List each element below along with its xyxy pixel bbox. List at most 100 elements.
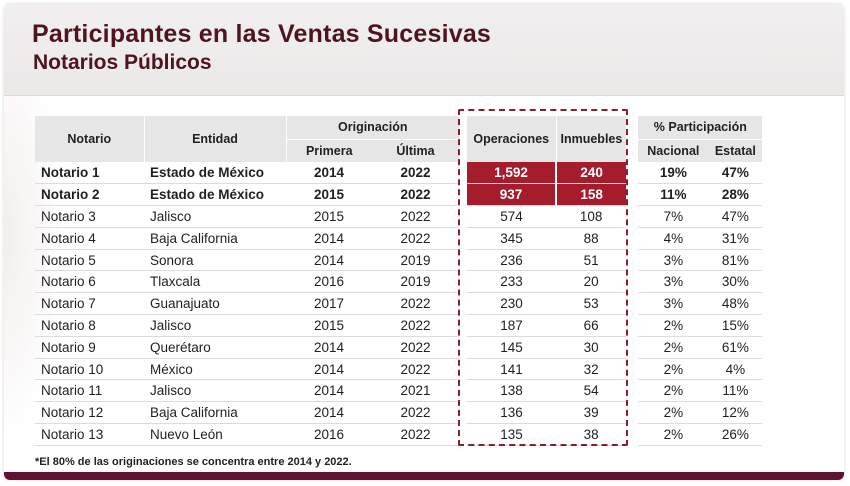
table-row: Notario 11 Jalisco 2014 2021 138 54 2% 11% (35, 379, 763, 403)
cell-notario: Notario 4 (35, 227, 144, 250)
cell-primera: 2015 (286, 314, 372, 337)
cell-nacional: 19% (638, 162, 709, 185)
cell-entidad: Baja California (144, 227, 286, 250)
cell-primera: 2016 (286, 423, 372, 446)
cell-operaciones: 574 (467, 205, 556, 228)
header-band: Participantes en las Ventas Sucesivas No… (4, 4, 844, 96)
cell-entidad: Querétaro (144, 336, 286, 359)
cell-inmuebles: 30 (556, 336, 627, 359)
cell-primera: 2014 (286, 227, 372, 250)
table-row: Notario 9 Querétaro 2014 2022 145 30 2% 61% (35, 336, 763, 359)
page-subtitle: Notarios Públicos (33, 51, 212, 74)
cell-notario: Notario 8 (35, 314, 144, 337)
notaries-table: Notario Entidad Originación Operaciones … (35, 116, 763, 446)
cell-gap (459, 227, 467, 250)
cell-estatal: 81% (708, 249, 763, 272)
cell-operaciones: 1,592 (467, 162, 557, 185)
cell-gap (459, 162, 467, 184)
slide: Participantes en las Ventas Sucesivas No… (4, 4, 844, 480)
cell-operaciones: 236 (467, 249, 556, 272)
header-ultima: Última (372, 139, 459, 162)
cell-gap (459, 401, 467, 424)
cell-nacional: 11% (638, 183, 709, 207)
cell-primera: 2014 (286, 401, 372, 425)
cell-notario: Notario 3 (35, 205, 144, 228)
cell-inmuebles: 108 (556, 205, 627, 228)
cell-estatal: 4% (708, 358, 763, 381)
cell-notario: Notario 11 (35, 379, 144, 403)
cell-inmuebles: 32 (556, 358, 627, 381)
header-gap (626, 116, 639, 162)
cell-entidad: Estado de México (144, 183, 286, 207)
cell-gap (626, 227, 639, 250)
cell-primera: 2014 (286, 358, 372, 381)
cell-estatal: 47% (708, 162, 763, 185)
cell-gap (459, 358, 467, 380)
cell-primera: 2016 (286, 270, 372, 294)
cell-operaciones: 145 (467, 336, 556, 359)
cell-gap (626, 358, 639, 380)
cell-primera: 2017 (286, 292, 372, 316)
cell-nacional: 2% (638, 358, 709, 381)
header-notario: Notario (35, 116, 144, 162)
cell-operaciones: 141 (467, 358, 556, 381)
cell-nacional: 2% (638, 379, 709, 403)
cell-notario: Notario 10 (35, 358, 144, 381)
header-participacion: % Participación (638, 116, 763, 140)
cell-estatal: 26% (708, 423, 763, 446)
cell-entidad: Tlaxcala (144, 270, 286, 294)
cell-entidad: Jalisco (144, 379, 286, 403)
cell-primera: 2014 (286, 336, 372, 359)
cell-ultima: 2022 (372, 423, 459, 446)
cell-gap (459, 205, 467, 228)
cell-estatal: 28% (708, 183, 763, 207)
cell-entidad: Sonora (144, 249, 286, 272)
cell-gap (459, 183, 467, 206)
cell-estatal: 30% (708, 270, 763, 294)
cell-estatal: 48% (708, 292, 763, 316)
cell-operaciones: 233 (467, 270, 556, 294)
header-nacional: Nacional (638, 139, 709, 162)
cell-gap (459, 292, 467, 315)
cell-ultima: 2022 (372, 227, 459, 250)
cell-operaciones: 230 (467, 292, 556, 316)
cell-notario: Notario 7 (35, 292, 144, 316)
cell-inmuebles: 240 (556, 162, 627, 185)
cell-ultima: 2019 (372, 270, 459, 294)
cell-notario: Notario 6 (35, 270, 144, 294)
cell-nacional: 2% (638, 336, 709, 359)
table-row: Notario 8 Jalisco 2015 2022 187 66 2% 15% (35, 314, 763, 337)
cell-estatal: 61% (708, 336, 763, 359)
cell-notario: Notario 13 (35, 423, 144, 446)
cell-inmuebles: 88 (556, 227, 627, 250)
cell-gap (626, 162, 639, 184)
cell-entidad: México (144, 358, 286, 381)
cell-gap (626, 292, 639, 315)
cell-ultima: 2022 (372, 358, 459, 381)
cell-primera: 2014 (286, 162, 372, 185)
cell-ultima: 2019 (372, 249, 459, 272)
cell-entidad: Baja California (144, 401, 286, 425)
cell-operaciones: 138 (467, 379, 556, 403)
cell-gap (459, 423, 467, 446)
cell-gap (626, 379, 639, 402)
header-primera: Primera (285, 139, 372, 162)
cell-estatal: 31% (708, 227, 763, 250)
table-row: Notario 12 Baja California 2014 2022 136 39 2%… (35, 401, 763, 425)
cell-notario: Notario 9 (35, 336, 144, 359)
cell-gap (626, 270, 639, 293)
table-row: Notario 6 Tlaxcala 2016 2019 233 20 3% 30% (35, 270, 763, 294)
cell-operaciones: 345 (467, 227, 556, 250)
cell-notario: Notario 2 (35, 183, 144, 207)
cell-gap (459, 336, 467, 359)
cell-nacional: 3% (638, 292, 709, 316)
table-row: Notario 10 México 2014 2022 141 32 2% 4% (35, 358, 763, 381)
cell-nacional: 2% (638, 314, 709, 337)
cell-notario: Notario 12 (35, 401, 144, 425)
header-inmuebles: Inmuebles (555, 116, 627, 162)
cell-gap (626, 423, 639, 446)
cell-operaciones: 937 (467, 183, 557, 207)
cell-gap (459, 249, 467, 271)
cell-inmuebles: 53 (556, 292, 627, 316)
cell-entidad: Estado de México (144, 162, 286, 185)
